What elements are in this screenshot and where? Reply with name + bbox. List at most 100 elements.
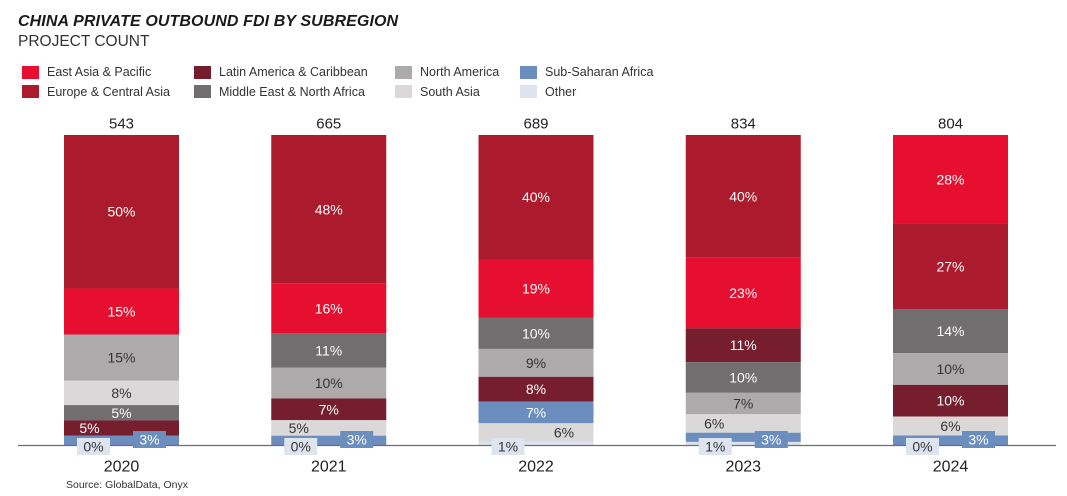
segment-label: 40% [522, 189, 550, 205]
source-note: Source: GlobalData, Onyx [66, 479, 188, 491]
segment-label-group: 14% [936, 323, 964, 339]
legend-label: Middle East & North Africa [219, 84, 365, 99]
bar-total-label: 689 [523, 116, 548, 133]
bar-segment-south-asia [64, 380, 179, 406]
label-background [284, 438, 318, 455]
x-tick-label: 2024 [933, 459, 969, 476]
segment-label-group: 40% [729, 188, 757, 204]
legend-swatch [520, 85, 537, 98]
segment-label: 0% [83, 439, 103, 455]
legend-item-other: Other [520, 84, 576, 100]
bar-2022 [478, 135, 594, 445]
bar-segment-latin-america-caribbean [271, 398, 387, 421]
segment-label-group: 5% [79, 420, 99, 436]
segment-label: 1% [705, 439, 725, 455]
chart-title: CHINA PRIVATE OUTBOUND FDI BY SUBREGION [18, 13, 399, 30]
bar-2024 [893, 135, 1008, 445]
segment-label: 8% [526, 381, 546, 397]
x-tick-label: 2020 [104, 459, 140, 476]
segment-label-group: 6% [704, 416, 724, 432]
legend-item-middle-east-north-africa: Middle East & North Africa [194, 84, 365, 100]
bar-segment-sub-saharan-africa [271, 435, 387, 445]
x-tick-label: 2023 [725, 459, 761, 476]
segment-label: 8% [111, 385, 131, 401]
segment-label: 1% [498, 439, 518, 455]
segment-label-group: 3% [754, 431, 788, 448]
segment-label: 9% [526, 355, 546, 371]
segment-label-group: 10% [522, 325, 550, 341]
bar-segment-europe-central-asia [64, 135, 179, 289]
segment-label: 3% [761, 432, 781, 448]
segment-label: 5% [111, 405, 131, 421]
bar-segment-middle-east-north-africa [685, 362, 801, 393]
segment-label-group: 7% [526, 404, 546, 420]
label-background [133, 431, 166, 448]
legend-label: North America [420, 65, 500, 79]
legend-item-east-asia-pacific: East Asia & Pacific [22, 64, 151, 80]
segment-label-group: 0% [906, 438, 939, 455]
segment-label-group: 40% [522, 189, 550, 205]
segment-label-group: 11% [315, 342, 342, 358]
bar-segment-europe-central-asia [893, 223, 1008, 309]
segment-label-group: 27% [936, 258, 964, 274]
segment-label: 15% [107, 303, 135, 319]
segment-label: 3% [139, 432, 159, 448]
legend-item-north-america: North America [395, 64, 499, 80]
bar-segment-europe-central-asia [478, 135, 594, 259]
bar-segment-europe-central-asia [271, 135, 387, 284]
bar-segment-east-asia-pacific [685, 257, 801, 329]
bar-segment-east-asia-pacific [271, 283, 387, 334]
bar-segment-north-america [478, 348, 594, 377]
segment-label-group: 11% [730, 337, 757, 353]
segment-label-group: 3% [133, 431, 166, 448]
legend-item-latin-america-caribbean: Latin America & Caribbean [194, 64, 368, 80]
chart-subtitle: PROJECT COUNT [18, 33, 150, 50]
segment-label: 19% [522, 280, 550, 296]
segment-label-group: 1% [491, 438, 525, 455]
segment-label: 28% [936, 171, 964, 187]
segment-label: 6% [554, 425, 574, 441]
segment-label: 10% [522, 325, 550, 341]
segment-label-group: 6% [554, 425, 574, 441]
legend-swatch [22, 65, 39, 79]
segment-label: 6% [940, 418, 960, 434]
segment-label: 50% [107, 204, 135, 220]
segment-label-group: 10% [936, 393, 964, 409]
segment-label: 10% [936, 393, 964, 409]
segment-label: 7% [319, 401, 339, 417]
bar-segment-latin-america-caribbean [893, 384, 1008, 417]
segment-label: 11% [730, 337, 757, 353]
bar-segment-other [478, 441, 594, 445]
bar-segment-north-america [685, 392, 801, 415]
bar-segment-north-america [64, 334, 179, 381]
bar-total-label: 804 [938, 116, 963, 133]
x-tick-label: 2022 [518, 459, 554, 476]
segment-label-group: 19% [522, 280, 550, 296]
segment-label-group: 48% [315, 201, 343, 217]
segment-label-group: 1% [698, 438, 732, 455]
x-tick-label: 2021 [311, 459, 347, 476]
x-axis: 2020 2021 2022 2023 2024 [18, 444, 1056, 476]
segment-label-group: 8% [111, 385, 131, 401]
segment-label-group: 7% [319, 401, 339, 417]
label-background [754, 431, 788, 448]
bar-total-label: 665 [316, 116, 341, 133]
legend-label: Latin America & Caribbean [219, 65, 368, 79]
segment-label: 15% [107, 350, 135, 366]
bar-total-label: 543 [109, 116, 134, 133]
segment-label: 23% [729, 285, 757, 301]
label-background [491, 438, 525, 455]
segment-label-group: 10% [936, 361, 964, 377]
bar-segment-middle-east-north-africa [64, 405, 179, 421]
segment-label-group: 10% [729, 369, 757, 385]
bar-2023 [685, 135, 801, 445]
bar-segment-south-asia [893, 416, 1008, 436]
segment-label-group: 6% [940, 418, 960, 434]
segment-label-group: 3% [340, 431, 374, 448]
segment-label-group: 10% [315, 375, 343, 391]
bar-segment-north-america [893, 353, 1008, 385]
bar-segment-europe-central-asia [685, 135, 801, 258]
legend-item-europe-central-asia: Europe & Central Asia [22, 84, 170, 100]
